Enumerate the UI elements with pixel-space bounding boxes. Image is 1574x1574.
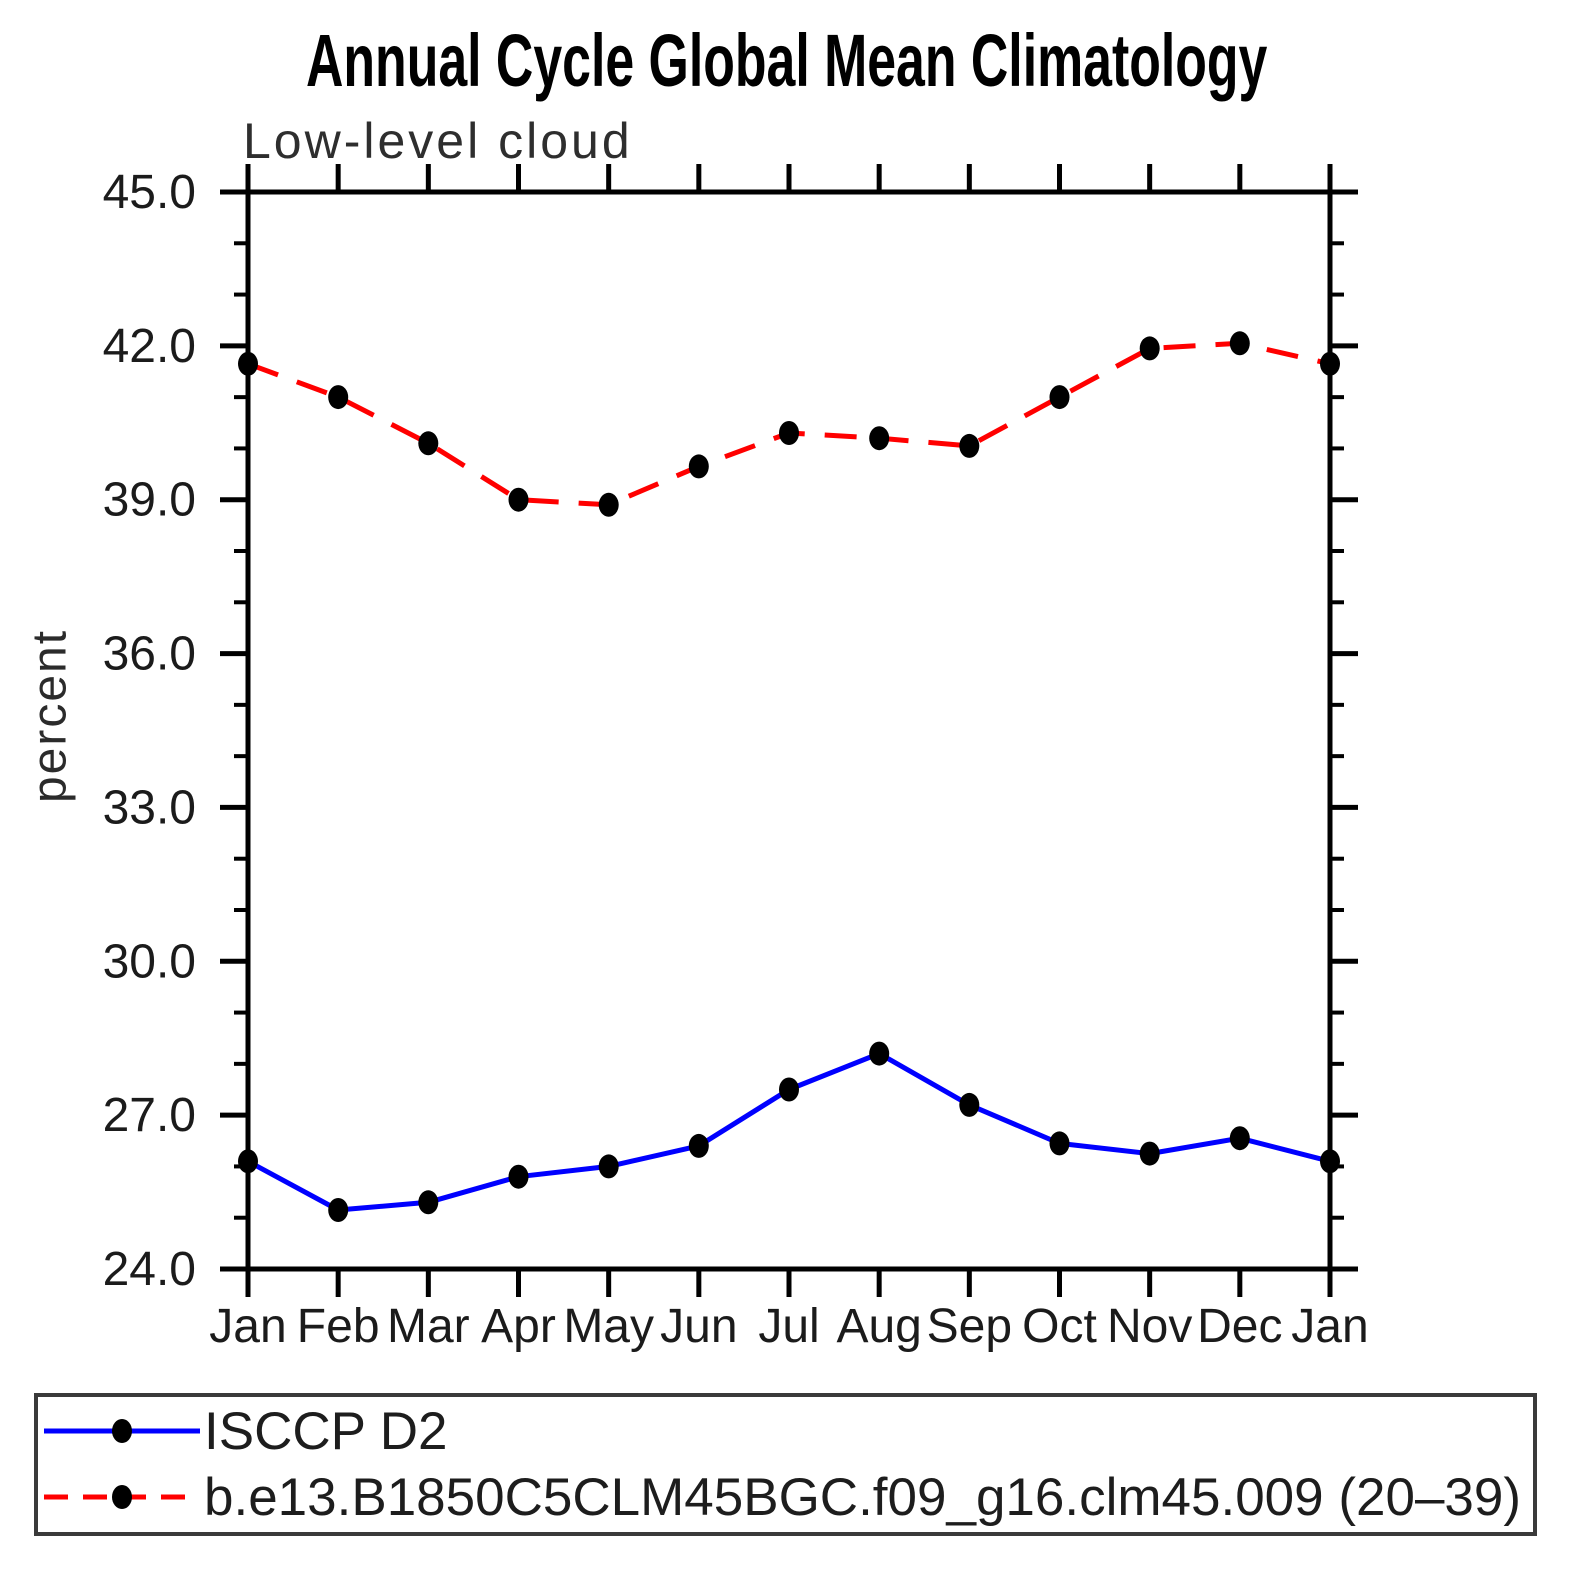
x-tick-label: Oct <box>1022 1300 1097 1353</box>
series-marker-dot <box>959 433 980 458</box>
legend-line-sample-solid <box>44 1419 200 1443</box>
legend-label: ISCCP D2 <box>204 1401 448 1461</box>
series-marker-dot <box>1139 336 1160 361</box>
x-tick-label: Jun <box>660 1300 737 1353</box>
series-marker-dot <box>869 1041 890 1066</box>
legend-label: b.e13.B1850C5CLM45BGC.f09_g16.clm45.009 … <box>204 1467 1522 1527</box>
series-marker-dot <box>688 1133 709 1158</box>
legend-marker-dot-icon <box>112 1485 132 1509</box>
x-tick-label: Mar <box>387 1300 470 1353</box>
y-tick-label: 33.0 <box>103 781 196 834</box>
series-marker-dot <box>418 431 439 456</box>
y-tick-label: 45.0 <box>103 166 196 219</box>
y-tick-label: 30.0 <box>103 935 196 988</box>
legend-row: ISCCP D2 <box>42 1401 448 1461</box>
series-marker-dot <box>779 1077 799 1102</box>
series-marker-dot <box>238 1149 258 1174</box>
legend-row: b.e13.B1850C5CLM45BGC.f09_g16.clm45.009 … <box>42 1467 1521 1527</box>
series-marker-dot <box>508 487 529 512</box>
series-marker-dot <box>869 426 890 451</box>
series-marker-dot <box>328 1198 349 1222</box>
series-marker-dot <box>418 1190 439 1215</box>
x-tick-label: May <box>563 1300 654 1353</box>
series-marker-dot <box>1229 1126 1250 1151</box>
series-marker-dot <box>598 492 619 517</box>
y-tick-label: 27.0 <box>103 1089 196 1142</box>
y-tick-label: 24.0 <box>103 1243 196 1296</box>
y-tick-label: 39.0 <box>103 474 196 527</box>
series-marker-dot <box>1229 331 1250 356</box>
legend-marker-dot-icon <box>112 1419 132 1443</box>
series-marker-dot <box>1320 1149 1340 1174</box>
chart-subtitle: Low-level cloud <box>243 113 633 169</box>
series-marker-dot <box>688 454 709 479</box>
x-tick-label: Feb <box>297 1300 380 1353</box>
x-tick-label: Apr <box>481 1300 556 1353</box>
y-axis-title: percent <box>23 628 77 804</box>
legend-line-sample-dashed <box>44 1485 200 1509</box>
series-line-0 <box>246 1051 1331 1213</box>
chart-title-text: Annual Cycle Global Mean Climatology <box>306 19 1268 102</box>
series-marker-dot <box>598 1154 619 1179</box>
x-tick-label: Nov <box>1107 1300 1192 1353</box>
y-tick-label: 42.0 <box>103 320 196 373</box>
series-marker-dot <box>779 421 799 445</box>
series-marker-dot <box>328 385 349 410</box>
series-marker-dot <box>1139 1141 1160 1166</box>
series-marker-dot <box>1049 1131 1070 1156</box>
chart-title: Annual Cycle Global Mean Climatology <box>0 18 1574 103</box>
x-tick-label: Aug <box>836 1300 921 1353</box>
series-marker-dot <box>238 351 258 376</box>
x-tick-label: Sep <box>927 1300 1012 1353</box>
series-marker-dot <box>959 1092 980 1117</box>
x-tick-label: Jul <box>758 1300 819 1353</box>
plot-border <box>245 189 1333 1272</box>
x-tick-label: Jan <box>209 1300 286 1353</box>
series-marker-dot <box>1049 385 1070 410</box>
x-tick-label: Dec <box>1197 1300 1282 1353</box>
x-tick-label: Jan <box>1291 1300 1368 1353</box>
legend-box: ISCCP D2 b.e13.B1850C5CLM45BGC.f09_g16.cl… <box>34 1393 1537 1536</box>
series-marker-dot <box>508 1164 529 1189</box>
series-marker-dot <box>1320 351 1340 376</box>
y-tick-label: 36.0 <box>103 628 196 681</box>
